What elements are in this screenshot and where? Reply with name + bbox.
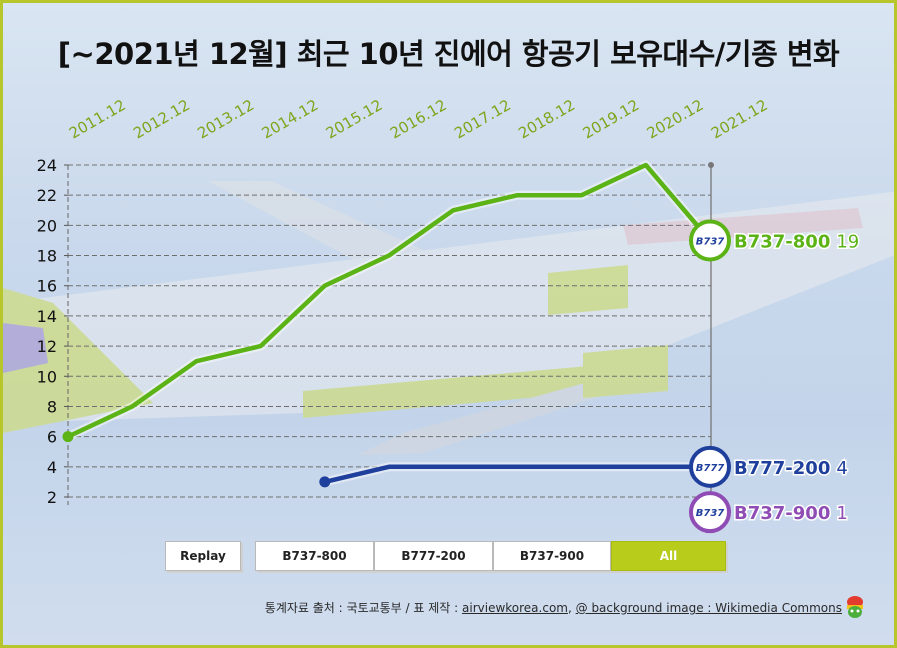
x-category-label-2017.12: 2017.12: [451, 96, 514, 143]
y-tick-label-6: 6: [47, 428, 57, 447]
source-separator: ,: [567, 601, 576, 615]
x-category-label-2019.12: 2019.12: [580, 96, 643, 143]
series-line-b737-800[interactable]: [65, 162, 713, 439]
x-category-label-2014.12: 2014.12: [259, 96, 322, 143]
filter-b737-800-button[interactable]: B737-800: [255, 541, 374, 571]
y-tick-label-24: 24: [37, 156, 57, 175]
x-category-label-2015.12: 2015.12: [323, 96, 386, 143]
series-end-label-b737-900: B737-900: [734, 503, 830, 524]
series-start-point-b777-200[interactable]: [319, 476, 331, 488]
series-badge-text-b737-800: B737: [696, 236, 725, 247]
series-end-badge-b737-900[interactable]: [689, 491, 731, 534]
y-tick-label-10: 10: [37, 367, 57, 386]
filter-b737-900-button[interactable]: B737-900: [493, 541, 611, 571]
y-tick-label-12: 12: [37, 337, 57, 356]
series-start-point-b737-800[interactable]: [62, 431, 74, 443]
series-end-badge-b777-200[interactable]: [689, 445, 731, 488]
x-category-label-2020.12: 2020.12: [644, 96, 707, 143]
x-category-label-2018.12: 2018.12: [515, 96, 578, 143]
series-lines: [62, 160, 714, 488]
chart-title: [~2021년 12월] 최근 10년 진에어 항공기 보유대수/기종 변화: [57, 37, 840, 71]
series-end-label-b737-800: B737-800: [734, 231, 830, 252]
series-badge-text-b777-200: B777: [696, 463, 725, 474]
x-category-label-2013.12: 2013.12: [194, 96, 257, 143]
series-end-value-b777-200: 4: [836, 458, 847, 479]
y-tick-label-22: 22: [37, 186, 57, 205]
x-axis-labels: 2011.12 2012.12 2013.12 2014.12 2015.12 2016.…: [66, 96, 771, 143]
mascot-icon: [847, 596, 863, 618]
x-category-label-2012.12: 2012.12: [130, 96, 193, 143]
series-end-value-b737-900: 1: [836, 503, 847, 524]
x-category-label-2016.12: 2016.12: [387, 96, 450, 143]
series-line-b777-200[interactable]: [322, 464, 713, 485]
x-category-label-2021.12: 2021.12: [708, 96, 771, 143]
y-tick-label-20: 20: [37, 216, 57, 235]
y-tick-label-14: 14: [37, 307, 57, 326]
series-end-badge-b737-800[interactable]: [689, 219, 731, 262]
source-prefix: 통계자료 출처 : 국토교통부 / 표 제작 :: [264, 601, 463, 615]
y-tick-label-16: 16: [37, 277, 57, 296]
y-tick-label-8: 8: [47, 397, 57, 416]
filter-all-button[interactable]: All: [611, 541, 726, 571]
x-category-label-2011.12: 2011.12: [66, 96, 129, 143]
source-site-link[interactable]: airviewkorea.com: [462, 601, 568, 615]
filter-b777-200-button[interactable]: B777-200: [374, 541, 493, 571]
series-end-value-b737-800: 19: [836, 231, 859, 252]
airplane-background-image: [3, 181, 894, 455]
series-badge-text-b737-900: B737: [696, 508, 725, 519]
current-period-dot: [708, 162, 714, 168]
background-credit-link[interactable]: @ background image : Wikimedia Commons: [575, 601, 842, 615]
source-credit: 통계자료 출처 : 국토교통부 / 표 제작 : airviewkorea.co…: [265, 599, 842, 616]
y-tick-label-4: 4: [47, 458, 57, 477]
replay-button[interactable]: Replay: [165, 541, 241, 571]
y-tick-label-2: 2: [47, 488, 57, 507]
series-end-labels: B737 B737-800 19 B777 B777-200 4 B737 B737-900 1: [689, 219, 861, 534]
y-tick-label-18: 18: [37, 247, 57, 266]
series-end-label-b777-200: B777-200: [734, 458, 830, 479]
